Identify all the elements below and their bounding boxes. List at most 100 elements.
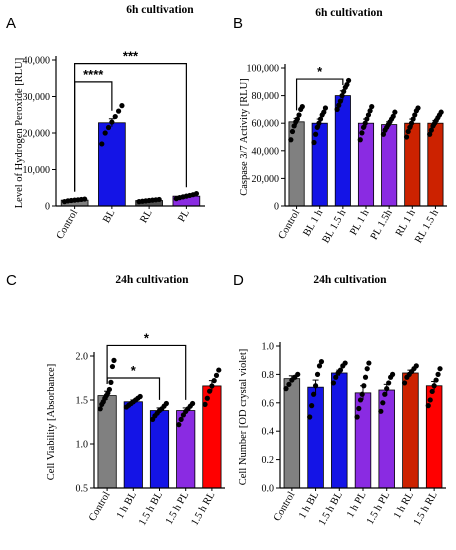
data-point [283, 386, 288, 391]
bar [203, 386, 221, 488]
data-point [107, 387, 112, 392]
data-point [157, 197, 162, 202]
data-point [358, 397, 363, 402]
data-point [331, 380, 336, 385]
x-tick-label: BL 1 h [301, 207, 325, 238]
y-tick-label: 0.0 [262, 484, 275, 495]
data-point [363, 375, 368, 380]
data-point [346, 78, 351, 83]
panel-d: D 24h cultivation Cell Number [OD crystal … [233, 272, 446, 528]
data-point [194, 191, 199, 196]
data-point [430, 389, 435, 394]
data-point [426, 403, 431, 408]
x-tick-label: 1.5 h PL [365, 490, 392, 527]
bar [150, 411, 168, 488]
y-tick-label: 60,000 [252, 119, 280, 130]
data-point [355, 414, 360, 419]
data-point [323, 105, 328, 110]
x-tick-label: PL 1 h [348, 207, 372, 237]
x-tick-label: BL 1.5 h [321, 207, 349, 245]
x-tick-label: Control [87, 490, 113, 523]
data-point [380, 400, 385, 405]
y-tick-label: 20,000 [23, 129, 51, 140]
significance-bracket [107, 345, 186, 399]
data-point [296, 112, 301, 117]
data-point [288, 137, 293, 142]
data-point [111, 358, 116, 363]
data-point [432, 383, 437, 388]
y-tick-label: 0 [274, 202, 279, 213]
significance-label: * [144, 330, 150, 345]
chart-title: 24h cultivation [115, 274, 189, 286]
data-point [207, 389, 212, 394]
data-point [311, 140, 316, 145]
x-tick-label: 1.5 h RL [189, 490, 217, 528]
data-point [309, 403, 314, 408]
y-tick-label: 40,000 [252, 146, 280, 157]
data-point [433, 377, 438, 382]
data-point [214, 373, 219, 378]
x-tick-label: 1 h PL [345, 490, 369, 520]
x-tick-label: 1.5 h PL [164, 490, 191, 527]
panel-letter: C [6, 272, 17, 289]
x-tick-label: Control [277, 208, 303, 241]
data-point [179, 417, 184, 422]
significance-bracket [75, 64, 187, 192]
panel-letter: A [6, 15, 16, 32]
data-point [209, 383, 214, 388]
data-point [119, 103, 124, 108]
y-tick-label: 0.6 [262, 398, 275, 409]
panel-b: B6h cultivationCaspase 3/7 Activity [RLU… [233, 7, 447, 245]
data-point [369, 104, 374, 109]
y-tick-label: 20,000 [252, 174, 280, 185]
y-tick-label: 0.4 [262, 427, 275, 438]
data-point [358, 137, 363, 142]
y-tick-label: 80,000 [252, 91, 280, 102]
data-point [361, 383, 366, 388]
x-tick-label: Control [55, 208, 81, 241]
data-point [392, 110, 397, 115]
data-point [116, 109, 121, 114]
data-point [390, 372, 395, 377]
chart-title: 6h cultivation [126, 4, 194, 16]
y-tick-label: 0 [45, 202, 50, 213]
x-tick-label: PL [176, 208, 192, 224]
data-point [402, 380, 407, 385]
x-tick-label: 1 h RL [392, 490, 416, 521]
y-axis-label: Cell Viability [Absorbance] [46, 364, 57, 480]
y-tick-label: 0.8 [262, 370, 275, 381]
y-tick-label: 0.2 [262, 455, 275, 466]
data-point [295, 372, 300, 377]
bar [289, 122, 304, 206]
data-point [404, 134, 409, 139]
data-point [365, 366, 370, 371]
bar [335, 96, 350, 206]
x-tick-label: RL [138, 208, 154, 225]
data-point [307, 414, 312, 419]
significance-label: **** [83, 67, 104, 82]
data-point [216, 367, 221, 372]
panel-letter: D [233, 272, 244, 289]
data-point [315, 372, 320, 377]
bar [98, 123, 125, 206]
bar [124, 402, 142, 488]
data-point [439, 110, 444, 115]
data-point [313, 132, 318, 137]
data-point [286, 382, 291, 387]
data-point [428, 397, 433, 402]
significance-label: * [317, 64, 323, 79]
data-point [290, 129, 295, 134]
y-tick-label: 1.0 [262, 342, 275, 353]
panel-a: A6h cultivationLevel of Hydrogen Peroxid… [6, 4, 205, 241]
data-point [313, 383, 318, 388]
y-tick-label: 1.5 [76, 396, 89, 407]
x-tick-label: RL 1 h [394, 207, 418, 238]
data-point [437, 366, 442, 371]
data-point [300, 104, 305, 109]
x-tick-label: 1 h BL [297, 490, 321, 521]
data-point [415, 105, 420, 110]
data-point [384, 386, 389, 391]
data-point [109, 119, 114, 124]
y-tick-label: 30,000 [23, 92, 51, 103]
